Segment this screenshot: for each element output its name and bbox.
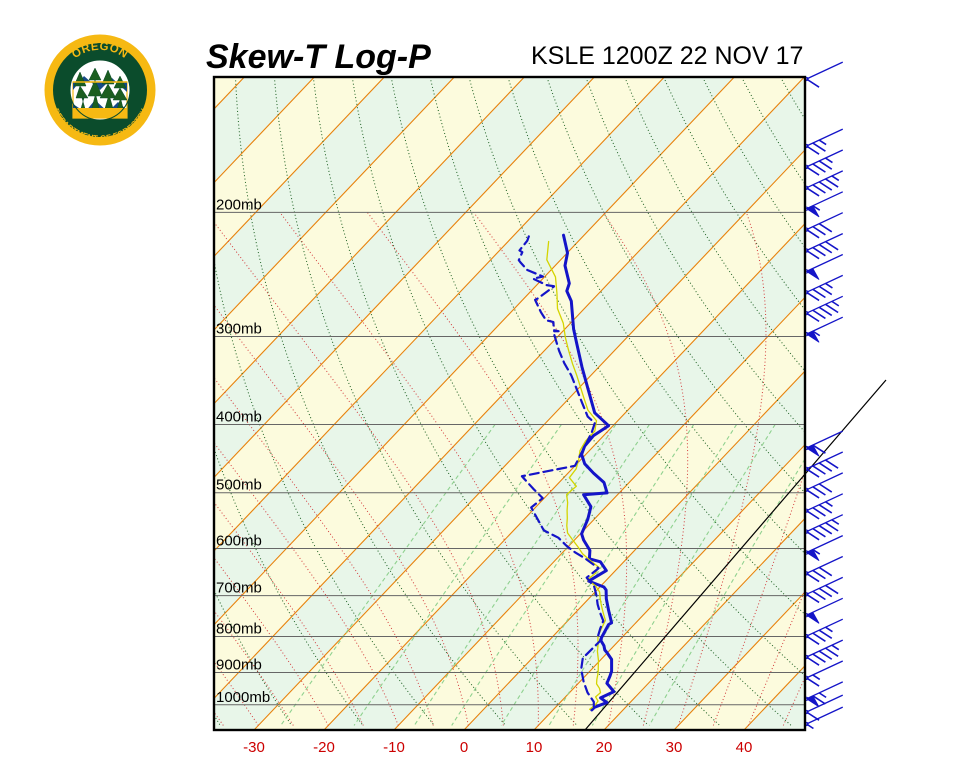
svg-text:Skew-T Log-P: Skew-T Log-P bbox=[206, 38, 431, 76]
svg-text:1000mb: 1000mb bbox=[216, 689, 270, 706]
svg-text:20: 20 bbox=[596, 739, 613, 756]
svg-text:40: 40 bbox=[736, 739, 753, 756]
svg-text:200mb: 200mb bbox=[216, 196, 262, 213]
svg-text:500mb: 500mb bbox=[216, 477, 262, 494]
svg-text:900mb: 900mb bbox=[216, 657, 262, 674]
svg-text:KSLE 1200Z 22 NOV 17: KSLE 1200Z 22 NOV 17 bbox=[531, 42, 803, 70]
svg-text:600mb: 600mb bbox=[216, 533, 262, 550]
svg-text:800mb: 800mb bbox=[216, 621, 262, 638]
svg-text:-30: -30 bbox=[243, 739, 265, 756]
svg-text:-10: -10 bbox=[383, 739, 405, 756]
svg-text:-20: -20 bbox=[313, 739, 335, 756]
svg-text:0: 0 bbox=[460, 739, 468, 756]
svg-text:300mb: 300mb bbox=[216, 321, 262, 338]
svg-text:400mb: 400mb bbox=[216, 409, 262, 426]
svg-text:700mb: 700mb bbox=[216, 580, 262, 597]
svg-text:30: 30 bbox=[666, 739, 683, 756]
svg-text:10: 10 bbox=[526, 739, 543, 756]
